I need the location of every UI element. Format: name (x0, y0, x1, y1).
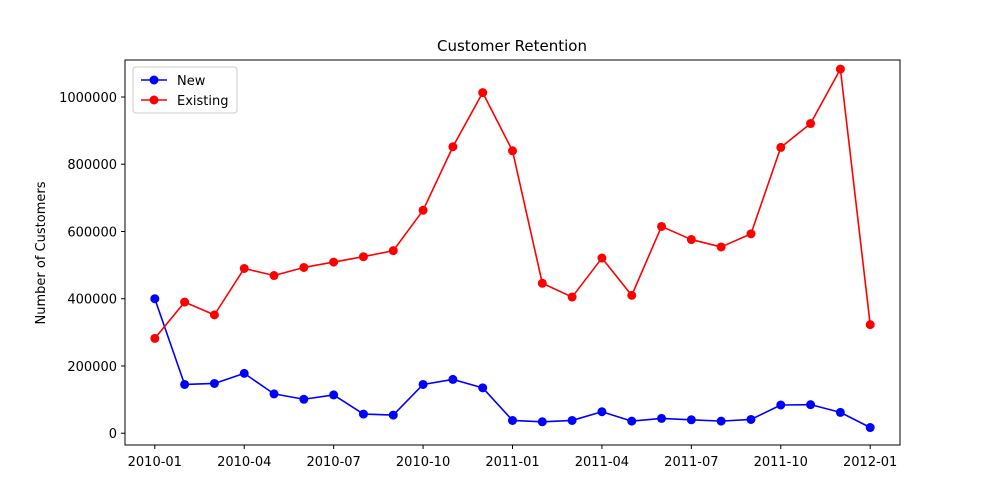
data-point-existing (776, 142, 786, 152)
data-point-new (329, 390, 339, 400)
data-point-new (358, 409, 368, 419)
data-point-existing (567, 292, 577, 302)
data-point-existing (180, 297, 190, 307)
legend-marker-new (149, 75, 159, 85)
data-point-new (209, 378, 219, 388)
data-point-existing (150, 333, 160, 343)
data-point-existing (269, 271, 279, 281)
data-point-new (776, 400, 786, 410)
data-point-new (627, 416, 637, 426)
x-tick-label: 2011-01 (485, 455, 539, 470)
legend: New Existing (132, 66, 238, 114)
x-tick-label: 2011-04 (575, 455, 629, 470)
legend-label-existing: Existing (177, 94, 229, 109)
chart-title: Customer Retention (437, 37, 587, 55)
y-tick-label: 0 (109, 427, 117, 442)
y-tick-label: 1000000 (59, 91, 117, 106)
data-point-new (835, 407, 845, 417)
y-tick-label: 600000 (67, 225, 117, 240)
data-point-existing (508, 146, 517, 156)
data-point-existing (537, 278, 547, 288)
plot-area: 0 200000 400000 600000 800000 1000000 2010-01 2… (59, 59, 901, 470)
data-point-new (508, 415, 517, 425)
data-point-new (597, 407, 607, 417)
data-point-existing (329, 257, 339, 267)
x-tick-label: 2011-10 (754, 455, 808, 470)
legend-box (132, 66, 238, 114)
data-point-existing (835, 64, 845, 74)
data-point-existing (657, 221, 667, 231)
data-point-existing (865, 320, 875, 330)
data-point-existing (388, 246, 398, 256)
y-tick-label: 400000 (67, 293, 117, 308)
data-point-existing (418, 205, 428, 215)
data-point-existing (209, 310, 219, 320)
legend-label-new: New (177, 74, 206, 89)
data-point-existing (627, 290, 637, 300)
y-axis-label: Number of Customers (34, 181, 49, 324)
data-point-existing (448, 142, 458, 152)
data-point-new (180, 379, 190, 389)
data-point-new (567, 415, 577, 425)
data-point-existing (716, 242, 726, 252)
data-point-new (746, 414, 756, 424)
data-point-new (478, 383, 488, 393)
data-point-existing (597, 253, 607, 263)
data-point-new (299, 394, 309, 404)
data-point-new (388, 410, 398, 420)
x-tick-label: 2011-07 (664, 455, 718, 470)
data-point-new (239, 368, 249, 378)
x-tick-label: 2010-04 (217, 455, 271, 470)
data-point-new (865, 423, 875, 433)
data-point-new (269, 389, 279, 399)
data-point-new (418, 379, 428, 389)
x-tick-label: 2010-10 (396, 455, 450, 470)
data-point-existing (239, 263, 249, 273)
x-tick-label: 2010-01 (128, 455, 182, 470)
data-point-new (716, 416, 726, 426)
data-point-existing (806, 119, 816, 129)
data-point-existing (686, 235, 696, 245)
legend-marker-existing (149, 95, 159, 105)
data-point-new (686, 415, 696, 425)
data-point-new (657, 413, 667, 423)
data-point-existing (358, 252, 368, 262)
data-point-existing (746, 229, 756, 239)
y-tick-label: 200000 (67, 360, 117, 375)
data-point-new (150, 294, 160, 304)
x-tick-label: 2012-01 (843, 455, 897, 470)
y-tick-label: 800000 (67, 158, 117, 173)
x-tick-label: 2010-07 (306, 455, 360, 470)
data-point-existing (478, 88, 488, 98)
data-point-new (448, 374, 458, 384)
data-point-new (806, 400, 816, 410)
data-point-new (537, 417, 547, 427)
data-point-existing (299, 262, 309, 272)
